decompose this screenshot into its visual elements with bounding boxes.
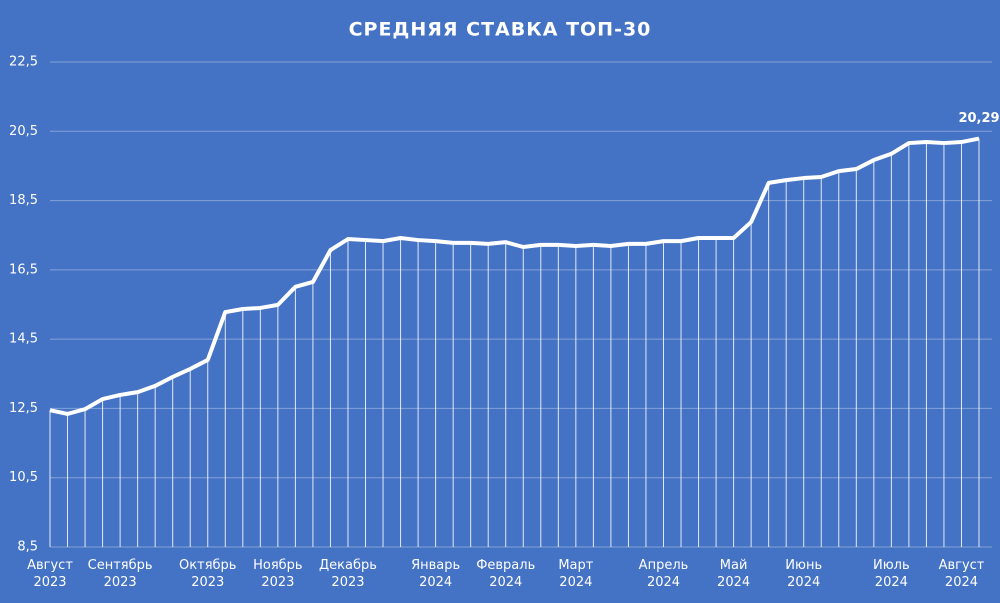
x-tick-label: Июнь 2024: [785, 558, 823, 590]
x-tick-label: Май 2024: [717, 558, 751, 590]
y-tick-label: 10,5: [9, 470, 38, 485]
y-tick-label: 20,5: [9, 124, 38, 139]
y-tick-label: 8,5: [17, 540, 38, 555]
x-tick-label: Июль 2024: [873, 558, 910, 590]
x-tick-label: Январь 2024: [411, 558, 461, 590]
data-label: 20,29: [958, 111, 999, 126]
x-tick-label: Декабрь 2023: [319, 558, 377, 590]
y-tick-label: 16,5: [9, 262, 38, 277]
x-tick-label: Ноябрь 2023: [253, 558, 303, 590]
x-tick-label: Октябрь 2023: [179, 558, 237, 590]
x-tick-label: Апрель 2024: [638, 558, 689, 590]
y-tick-label: 14,5: [9, 332, 38, 347]
y-tick-label: 12,5: [9, 401, 38, 416]
x-tick-label: Февраль 2024: [476, 558, 536, 590]
line: [49, 136, 980, 416]
x-tick-label: Август 2023: [27, 558, 73, 590]
y-tick-label: 22,5: [9, 55, 38, 70]
x-tick-label: Март 2024: [558, 558, 594, 590]
y-tick-label: 18,5: [9, 193, 38, 208]
chart-title: СРЕДНЯЯ СТАВКА ТОП-30: [349, 19, 652, 41]
x-tick-label: Сентябрь 2023: [87, 558, 153, 590]
x-tick-label: Август 2024: [938, 558, 985, 590]
